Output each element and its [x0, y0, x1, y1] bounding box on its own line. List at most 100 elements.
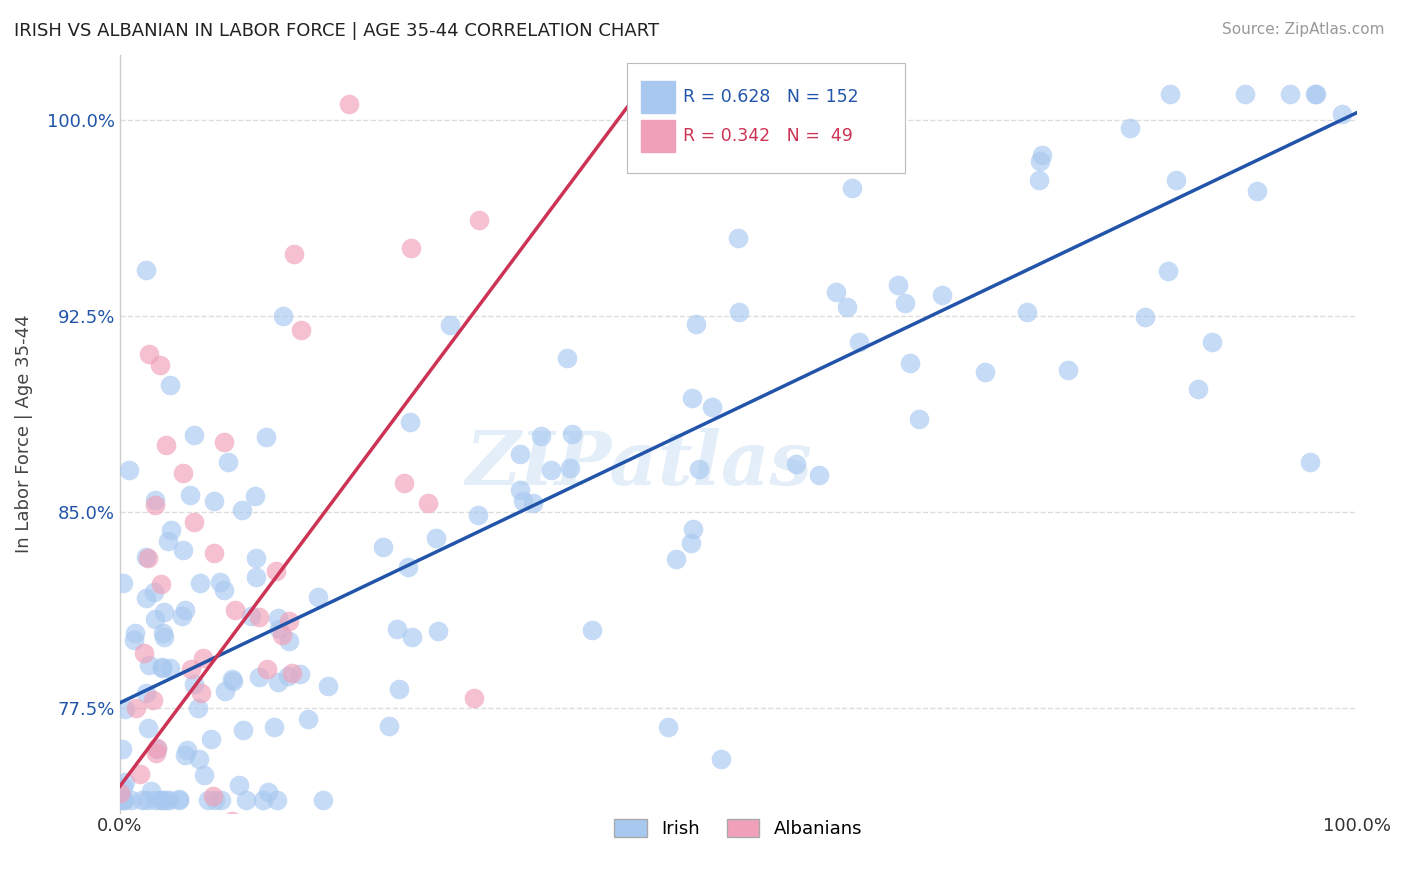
Point — [143, 792, 166, 806]
Point — [388, 682, 411, 697]
Point — [173, 602, 195, 616]
Point — [807, 468, 830, 483]
Point — [685, 317, 707, 331]
Point — [290, 323, 312, 337]
Point — [179, 488, 201, 502]
Point — [401, 630, 423, 644]
Point — [208, 575, 231, 590]
Point — [108, 786, 131, 800]
FancyBboxPatch shape — [641, 120, 675, 153]
Point — [122, 632, 145, 647]
Point — [837, 300, 859, 314]
Point — [156, 534, 179, 549]
Point — [657, 720, 679, 734]
Point — [1201, 335, 1223, 350]
Point — [688, 462, 710, 476]
Point — [143, 612, 166, 626]
Point — [153, 630, 176, 644]
Point — [239, 609, 262, 624]
Point — [124, 701, 146, 715]
Point — [114, 775, 136, 789]
Point — [155, 438, 177, 452]
Point — [135, 549, 157, 564]
Point — [179, 830, 201, 844]
Point — [131, 792, 153, 806]
Point — [187, 752, 209, 766]
Point — [228, 778, 250, 792]
Point — [427, 624, 450, 639]
Point — [187, 701, 209, 715]
Point — [439, 318, 461, 332]
Point — [135, 686, 157, 700]
Point — [1028, 172, 1050, 186]
Point — [202, 546, 225, 560]
Point — [297, 712, 319, 726]
Point — [150, 660, 173, 674]
Point — [416, 496, 439, 510]
Point — [222, 673, 245, 688]
Text: ZIPatlas: ZIPatlas — [465, 428, 813, 500]
Point — [1029, 153, 1052, 168]
Point — [267, 611, 290, 625]
Point — [1278, 87, 1301, 102]
Point — [283, 246, 305, 260]
Point — [561, 426, 583, 441]
Point — [581, 623, 603, 637]
Point — [385, 622, 408, 636]
Point — [198, 884, 221, 892]
Point — [143, 493, 166, 508]
Point — [263, 720, 285, 734]
Point — [157, 792, 180, 806]
Point — [269, 623, 291, 637]
Point — [267, 674, 290, 689]
Point — [908, 412, 931, 426]
Point — [145, 746, 167, 760]
Point — [1246, 184, 1268, 198]
Point — [135, 263, 157, 277]
Point — [270, 628, 292, 642]
Point — [174, 747, 197, 762]
Point — [266, 792, 288, 806]
Point — [152, 625, 174, 640]
Point — [142, 878, 165, 892]
Point — [392, 475, 415, 490]
Point — [112, 792, 135, 806]
Point — [146, 741, 169, 756]
Point — [252, 792, 274, 806]
Point — [277, 669, 299, 683]
Text: R = 0.628   N = 152: R = 0.628 N = 152 — [683, 87, 858, 106]
Point — [114, 702, 136, 716]
Point — [512, 494, 534, 508]
Point — [214, 583, 236, 598]
Point — [209, 792, 232, 806]
Point — [120, 792, 142, 806]
Point — [931, 287, 953, 301]
Point — [142, 693, 165, 707]
Point — [191, 650, 214, 665]
Point — [378, 719, 401, 733]
Point — [167, 792, 190, 806]
Point — [204, 792, 226, 806]
Point — [555, 351, 578, 365]
Point — [841, 181, 863, 195]
Point — [232, 723, 254, 738]
Point — [190, 686, 212, 700]
Point — [202, 493, 225, 508]
Point — [150, 792, 173, 806]
Point — [197, 792, 219, 806]
Point — [1164, 173, 1187, 187]
Point — [264, 564, 287, 578]
Point — [155, 792, 177, 806]
Point — [172, 543, 194, 558]
Point — [129, 767, 152, 781]
Point — [1330, 107, 1353, 121]
FancyBboxPatch shape — [627, 62, 905, 172]
Point — [824, 285, 846, 299]
Point — [373, 540, 395, 554]
Point — [149, 792, 172, 806]
Point — [396, 560, 419, 574]
Point — [212, 435, 235, 450]
Point — [278, 614, 301, 628]
Point — [316, 680, 339, 694]
Point — [973, 365, 995, 379]
